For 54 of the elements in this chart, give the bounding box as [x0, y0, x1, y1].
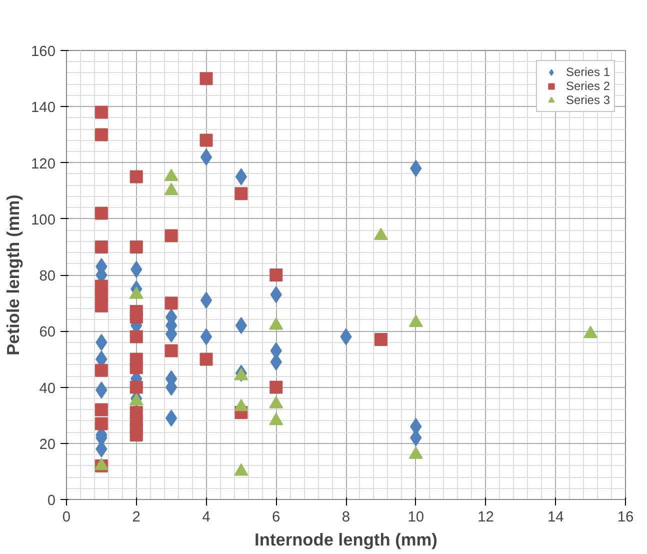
point: [130, 380, 143, 394]
point: [164, 296, 178, 310]
point: [130, 170, 143, 184]
x-tick-label: 0: [62, 510, 71, 526]
point: [94, 106, 108, 119]
point: [130, 361, 143, 374]
y-tick-label: 20: [39, 436, 56, 453]
point: [164, 344, 178, 358]
y-tick-label: 100: [31, 212, 56, 228]
legend-label: Series 2: [566, 79, 610, 93]
x-tick-label: 6: [272, 510, 280, 526]
y-tick-label: 0: [47, 493, 56, 509]
legend-label: Series 3: [566, 93, 610, 107]
y-tick-label: 160: [31, 44, 56, 60]
point: [94, 128, 108, 142]
point: [200, 352, 213, 366]
x-tick-label: 16: [617, 510, 634, 526]
y-tick-label: 140: [31, 100, 56, 116]
point: [94, 240, 108, 254]
point: [165, 410, 178, 427]
point: [94, 299, 108, 312]
y-axis-title: Petiole length (mm): [3, 194, 24, 356]
y-tick-label: 120: [31, 156, 56, 172]
x-tick-label: 10: [408, 510, 424, 526]
point: [164, 229, 178, 242]
point: [130, 240, 143, 254]
point: [94, 403, 108, 416]
point: [374, 333, 388, 346]
point: [130, 310, 143, 324]
y-tick-label: 80: [39, 268, 56, 284]
point: [235, 168, 248, 186]
x-tick-label: 14: [547, 510, 564, 526]
x-tick-label: 4: [202, 510, 210, 526]
point: [94, 417, 108, 430]
x-tick-label: 2: [132, 510, 140, 526]
point: [200, 72, 213, 86]
point: [94, 206, 108, 220]
point: [270, 268, 283, 282]
point: [270, 380, 283, 394]
point: [200, 292, 212, 309]
point: [234, 187, 248, 200]
y-tick-label: 60: [39, 324, 56, 341]
point: [200, 134, 213, 147]
point: [94, 364, 108, 377]
y-tick-label: 40: [39, 380, 56, 397]
point: [235, 317, 248, 334]
x-axis-title: Internode length (mm): [254, 530, 438, 550]
x-tick-label: 8: [342, 510, 350, 526]
point: [200, 328, 212, 346]
x-tick-label: 12: [478, 510, 494, 526]
point: [130, 330, 143, 344]
legend-label: Series 1: [566, 65, 610, 79]
point: [200, 148, 212, 166]
point: [130, 428, 143, 442]
